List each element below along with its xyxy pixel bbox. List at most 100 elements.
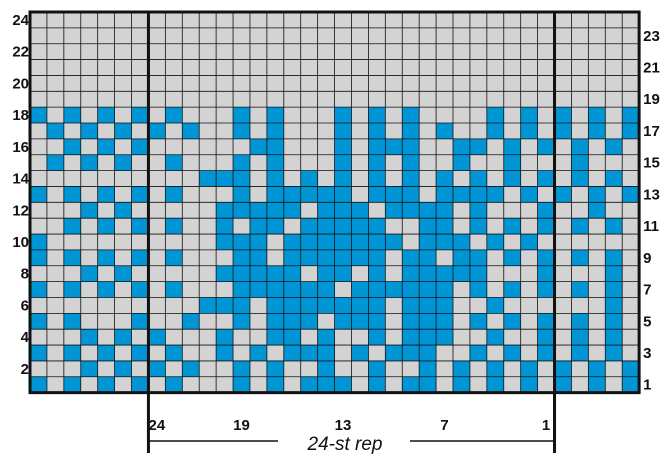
row-label-right: 1 <box>643 377 651 394</box>
filled-cell <box>436 265 453 282</box>
filled-cell <box>317 297 335 314</box>
filled-cell <box>334 186 352 203</box>
filled-cell <box>97 218 115 235</box>
filled-cell <box>605 281 623 298</box>
filled-cell <box>419 218 437 235</box>
filled-cell <box>385 234 403 250</box>
filled-cell <box>571 154 589 171</box>
filled-cell <box>300 297 318 314</box>
filled-cell <box>368 313 386 330</box>
filled-cell <box>469 138 487 155</box>
filled-cell <box>368 186 386 203</box>
filled-cell <box>385 186 403 203</box>
filled-cell <box>148 329 166 346</box>
filled-cell <box>368 360 386 377</box>
filled-cell <box>520 107 538 124</box>
filled-cell <box>436 202 453 219</box>
filled-cell <box>216 234 234 250</box>
filled-cell <box>334 265 352 282</box>
filled-cell <box>30 281 47 298</box>
filled-cell <box>131 281 149 298</box>
filled-cell <box>131 186 149 203</box>
filled-cell <box>503 345 521 361</box>
filled-cell <box>453 186 470 203</box>
row-label-left: 4 <box>21 329 30 346</box>
filled-cell <box>571 345 589 361</box>
filled-cell <box>554 107 572 124</box>
row-label-right: 23 <box>643 28 660 45</box>
filled-cell <box>402 281 420 298</box>
filled-cell <box>402 138 420 155</box>
filled-cell <box>453 154 470 171</box>
filled-cell <box>402 249 420 266</box>
filled-cell <box>63 249 81 266</box>
filled-cell <box>199 297 217 314</box>
filled-cell <box>436 186 453 203</box>
filled-cell <box>486 297 504 314</box>
row-label-left: 24 <box>12 12 29 29</box>
filled-cell <box>368 218 386 235</box>
filled-cell <box>622 360 640 377</box>
filled-cell <box>385 138 403 155</box>
filled-cell <box>114 123 132 139</box>
filled-cell <box>622 107 640 124</box>
filled-cell <box>131 313 149 330</box>
filled-cell <box>436 313 453 330</box>
filled-cell <box>351 202 369 219</box>
filled-cell <box>233 186 250 203</box>
filled-cell <box>351 234 369 250</box>
filled-cell <box>30 376 47 393</box>
filled-cell <box>351 313 369 330</box>
filled-cell <box>368 329 386 346</box>
filled-cell <box>469 170 487 187</box>
filled-cell <box>114 329 132 346</box>
filled-cell <box>453 360 470 377</box>
filled-cell <box>80 202 98 219</box>
filled-cell <box>402 313 420 330</box>
filled-cell <box>554 123 572 139</box>
row-label-left: 14 <box>12 171 29 188</box>
filled-cell <box>605 138 623 155</box>
filled-cell <box>402 123 420 139</box>
filled-cell <box>249 218 267 235</box>
filled-cell <box>351 218 369 235</box>
filled-cell <box>266 107 284 124</box>
row-label-right: 11 <box>643 218 659 235</box>
filled-cell <box>588 376 606 393</box>
filled-cell <box>46 123 64 139</box>
filled-cell <box>233 281 250 298</box>
row-label-right: 3 <box>643 345 651 362</box>
filled-cell <box>537 313 555 330</box>
filled-cell <box>453 376 470 393</box>
filled-cell <box>266 123 284 139</box>
filled-cell <box>46 154 64 171</box>
filled-cell <box>554 376 572 393</box>
filled-cell <box>419 297 437 314</box>
stitch-label: 24 <box>149 417 166 434</box>
filled-cell <box>622 376 640 393</box>
filled-cell <box>402 107 420 124</box>
filled-cell <box>216 170 234 187</box>
filled-cell <box>469 345 487 361</box>
filled-cell <box>249 138 267 155</box>
filled-cell <box>233 360 250 377</box>
filled-cell <box>436 170 453 187</box>
filled-cell <box>469 218 487 235</box>
filled-cell <box>249 202 267 219</box>
filled-cell <box>453 234 470 250</box>
filled-cell <box>554 360 572 377</box>
filled-cell <box>402 154 420 171</box>
filled-cell <box>131 345 149 361</box>
filled-cell <box>266 218 284 235</box>
filled-cell <box>436 297 453 314</box>
filled-cell <box>436 281 453 298</box>
filled-cell <box>605 313 623 330</box>
filled-cell <box>249 345 267 361</box>
filled-cell <box>368 297 386 314</box>
filled-cell <box>233 107 250 124</box>
filled-cell <box>503 313 521 330</box>
row-label-left: 8 <box>21 266 29 283</box>
filled-cell <box>114 154 132 171</box>
filled-cell <box>419 265 437 282</box>
filled-cell <box>588 202 606 219</box>
